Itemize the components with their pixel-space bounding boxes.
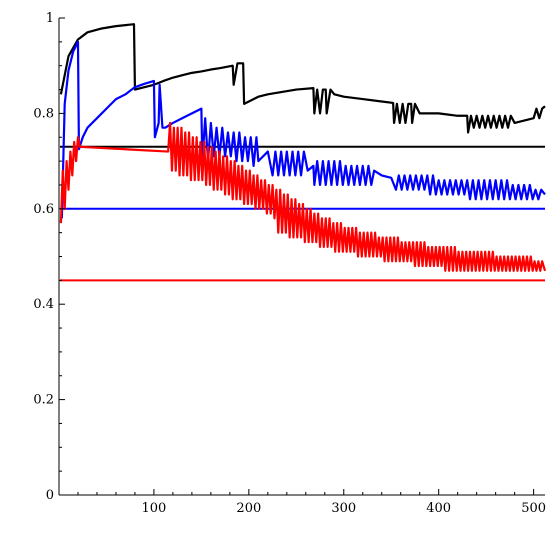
plot-area bbox=[59, 23, 547, 282]
x-tick-label: 300 bbox=[331, 501, 356, 516]
y-tick-label: 0 bbox=[46, 488, 54, 503]
y-tick-label: 0.4 bbox=[33, 297, 54, 312]
series-line-2 bbox=[60, 40, 546, 219]
series-line-3 bbox=[59, 121, 547, 272]
y-tick-label: 0.6 bbox=[33, 202, 54, 217]
x-tick-label: 100 bbox=[142, 501, 167, 516]
x-tick-label: 200 bbox=[236, 501, 261, 516]
y-tick-label: 0.8 bbox=[33, 106, 54, 121]
x-tick-label: 500 bbox=[521, 501, 546, 516]
y-tick-label: 1 bbox=[46, 11, 54, 26]
series-line-1 bbox=[59, 23, 546, 134]
axis-ticks: 100 200 300 400 500 0 0.2 0.4 0.6 0.8 1 bbox=[33, 11, 546, 516]
y-tick-label: 0.2 bbox=[33, 393, 54, 408]
x-tick-label: 400 bbox=[426, 501, 451, 516]
